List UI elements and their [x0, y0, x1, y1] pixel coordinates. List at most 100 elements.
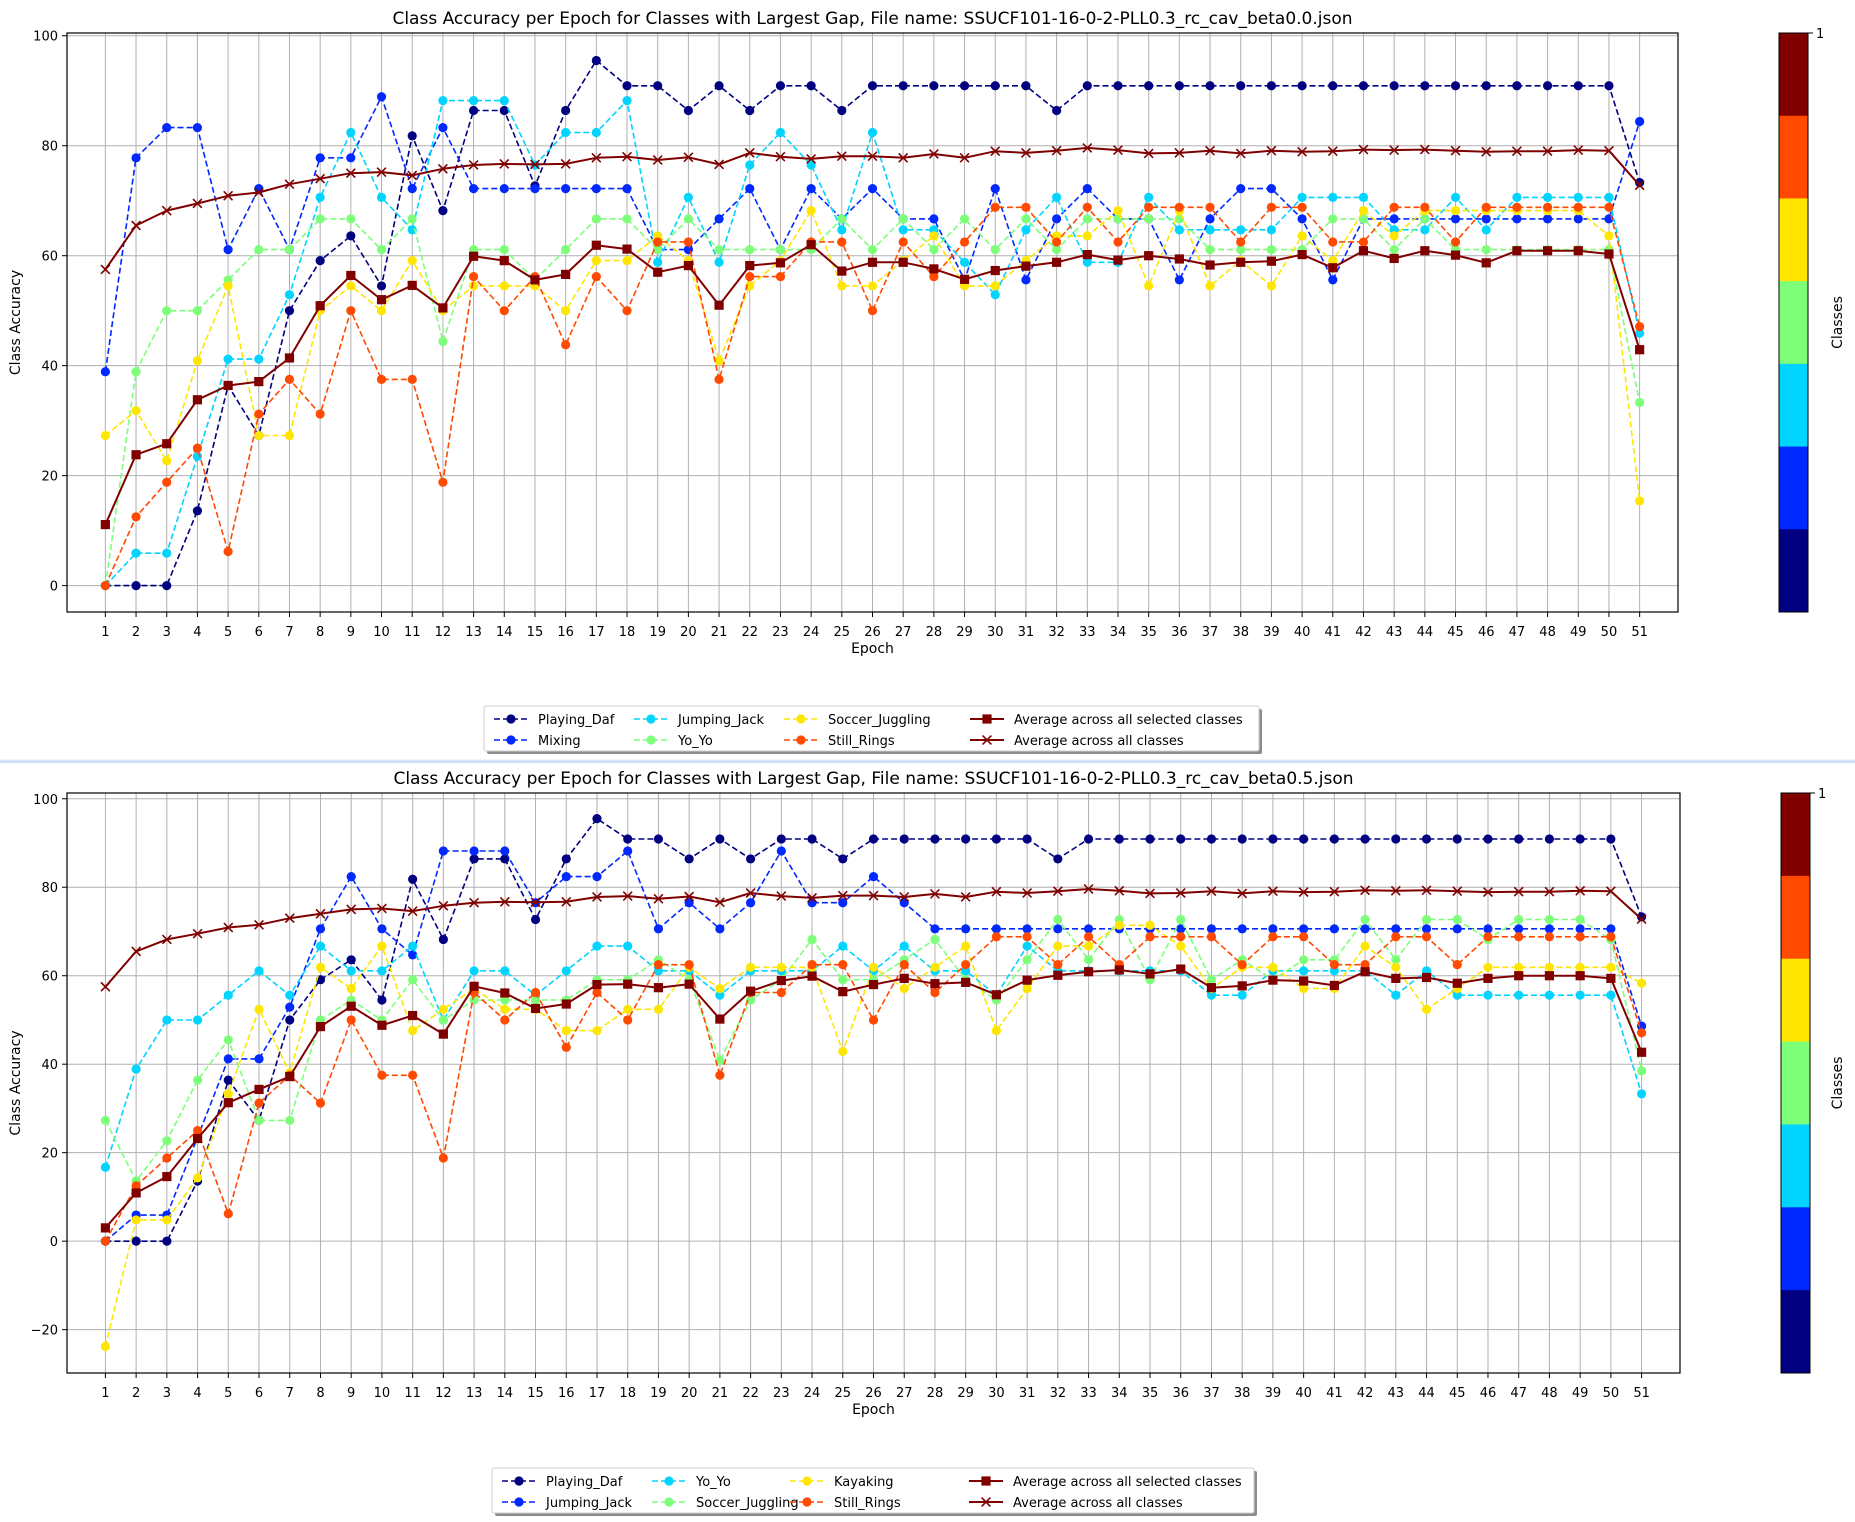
x-tick-label: 39: [1265, 1386, 1282, 1401]
data-point: [1450, 250, 1461, 260]
x-tick-label: 17: [589, 1386, 606, 1401]
data-point: [499, 306, 509, 316]
data-point: [961, 941, 971, 951]
data-point: [1512, 246, 1522, 256]
data-point: [1575, 990, 1585, 1000]
x-tick-label: 33: [1079, 625, 1096, 640]
data-point: [1236, 184, 1246, 194]
data-point: [622, 256, 632, 266]
data-point: [1389, 231, 1399, 241]
data-point: [223, 1054, 233, 1064]
data-point: [469, 846, 479, 856]
y-tick-label: 80: [41, 881, 58, 896]
x-tick-label: 42: [1355, 625, 1372, 640]
data-point: [653, 834, 664, 844]
data-point: [438, 206, 448, 216]
data-point: [868, 890, 879, 901]
data-point: [867, 281, 878, 291]
data-point: [715, 1055, 725, 1065]
data-point: [899, 941, 909, 951]
data-point: [500, 988, 510, 998]
data-point: [1514, 971, 1524, 981]
y-tick-label: 60: [41, 250, 58, 265]
data-point: [1452, 990, 1462, 1000]
x-tick-label: 31: [1018, 625, 1035, 640]
data-point: [254, 1084, 264, 1095]
legend-label: Soccer_Juggling: [696, 1496, 799, 1511]
data-point: [1328, 192, 1338, 203]
data-point: [1113, 81, 1123, 91]
data-point: [714, 356, 724, 366]
data-point: [838, 854, 848, 864]
data-point: [1266, 225, 1277, 235]
data-point: [1481, 245, 1491, 255]
legend-entry: Yo_Yo: [652, 1475, 731, 1490]
data-point: [1483, 962, 1493, 972]
x-tick-label: 40: [1294, 625, 1311, 640]
data-point: [776, 846, 786, 856]
data-point: [1022, 924, 1032, 934]
data-point: [806, 153, 817, 164]
data-point: [1360, 924, 1370, 934]
data-point: [1174, 202, 1184, 212]
data-point: [929, 245, 939, 255]
legend-label: Average across all selected classes: [1014, 713, 1243, 728]
data-point: [1176, 834, 1186, 844]
data-point: [438, 122, 448, 133]
data-point: [407, 225, 417, 235]
data-point: [223, 1209, 233, 1219]
x-tick-label: 6: [255, 1386, 263, 1401]
data-point: [715, 983, 725, 994]
x-tick-label: 47: [1510, 1386, 1527, 1401]
data-point: [1483, 887, 1493, 898]
data-point: [1481, 225, 1491, 235]
data-point: [775, 151, 786, 162]
data-point: [284, 353, 295, 363]
x-tick-label: 16: [557, 625, 574, 640]
data-point: [223, 1089, 233, 1099]
data-point: [990, 146, 1001, 157]
colorbar-frame: [1778, 32, 1809, 613]
x-tick-label: 37: [1203, 1386, 1220, 1401]
data-point: [928, 149, 939, 159]
data-point: [1052, 237, 1062, 247]
data-point: [1544, 971, 1555, 981]
data-point: [1145, 888, 1155, 899]
data-point: [162, 1153, 172, 1163]
data-point: [1114, 834, 1124, 844]
data-point: [1206, 834, 1217, 844]
data-point: [131, 1188, 141, 1198]
data-point: [1606, 990, 1616, 1000]
data-point: [468, 160, 479, 170]
data-point: [1636, 1028, 1647, 1038]
colorbar-segment: [1779, 363, 1808, 448]
colorbar-segment: [1781, 875, 1810, 960]
data-point: [162, 122, 172, 133]
data-point: [1299, 932, 1309, 942]
data-point: [1206, 886, 1217, 897]
data-point: [683, 192, 693, 203]
data-point: [1237, 924, 1247, 934]
data-point: [377, 1020, 387, 1030]
data-point: [899, 973, 909, 983]
data-point: [961, 834, 971, 844]
data-point: [746, 962, 756, 972]
data-point: [1145, 969, 1155, 979]
data-point: [315, 1098, 326, 1108]
data-point: [100, 430, 110, 441]
data-point: [1176, 914, 1186, 925]
data-point: [346, 214, 356, 224]
data-point: [346, 983, 356, 994]
data-point: [1606, 932, 1616, 942]
data-point: [837, 266, 847, 276]
data-point: [1514, 962, 1524, 972]
data-point: [376, 295, 387, 305]
data-point: [131, 581, 141, 591]
data-point: [775, 258, 786, 268]
x-tick-label: 27: [895, 625, 912, 640]
data-point: [1420, 225, 1430, 235]
data-point: [284, 179, 295, 190]
data-point: [744, 147, 755, 158]
data-point: [1514, 924, 1524, 934]
